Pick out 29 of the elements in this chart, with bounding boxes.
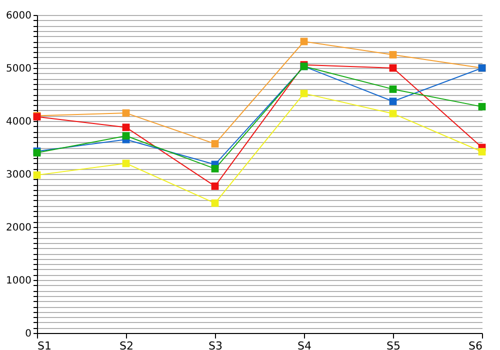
point <box>122 160 130 168</box>
x-tick-label: S1 <box>38 340 52 350</box>
point <box>33 171 41 179</box>
y-tick-label: 0 <box>25 328 32 340</box>
x-tick-label: S4 <box>298 340 312 350</box>
y-tick-label: 4000 <box>6 116 32 128</box>
point <box>122 132 130 140</box>
point <box>122 124 130 132</box>
y-tick-label: 3000 <box>6 170 32 180</box>
point <box>389 110 397 118</box>
point <box>211 164 219 172</box>
x-tick-label: S6 <box>468 340 482 350</box>
x-tick-label: S3 <box>208 340 222 350</box>
point <box>211 182 219 190</box>
x-tick-label: S5 <box>386 340 400 350</box>
y-tick-label: 2000 <box>6 222 32 234</box>
y-tick-label: 1000 <box>6 276 32 286</box>
point <box>300 90 308 98</box>
point <box>478 102 486 110</box>
y-tick-label: 5000 <box>6 64 32 74</box>
point <box>211 140 219 148</box>
point <box>211 199 219 207</box>
point <box>389 98 397 106</box>
point <box>478 148 486 156</box>
point <box>122 109 130 117</box>
x-tick-label: S2 <box>120 340 134 350</box>
y-tick-label: 6000 <box>6 10 32 22</box>
point <box>389 85 397 93</box>
point <box>389 51 397 58</box>
